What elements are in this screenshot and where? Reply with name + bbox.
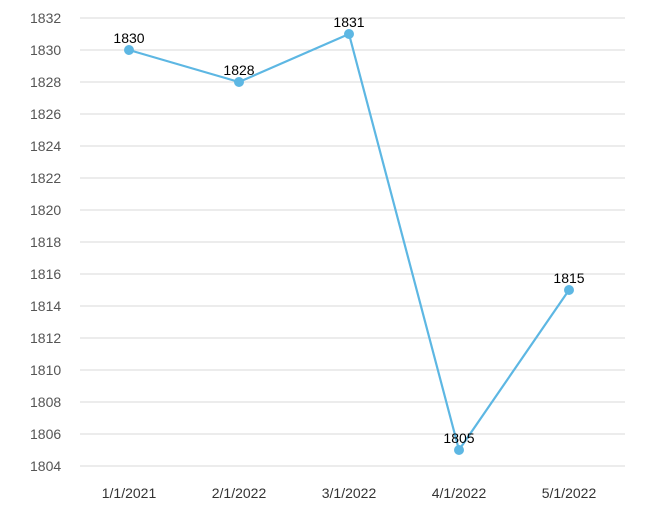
y-tick-label: 1814 [30, 298, 61, 314]
data-label: 1815 [553, 270, 584, 286]
data-point [564, 285, 574, 295]
y-tick-label: 1810 [30, 362, 61, 378]
y-tick-label: 1812 [30, 330, 61, 346]
y-tick-label: 1822 [30, 170, 61, 186]
y-tick-label: 1816 [30, 266, 61, 282]
x-tick-label: 4/1/2022 [432, 485, 487, 501]
data-point [124, 45, 134, 55]
data-point [454, 445, 464, 455]
series-layer [124, 29, 574, 455]
y-tick-label: 1830 [30, 42, 61, 58]
gridlines [80, 17, 625, 467]
data-point [344, 29, 354, 39]
x-tick-label: 3/1/2022 [322, 485, 377, 501]
y-tick-label: 1820 [30, 202, 61, 218]
data-label: 1830 [113, 30, 144, 46]
y-tick-label: 1804 [30, 458, 61, 474]
data-label: 1828 [223, 62, 254, 78]
y-tick-label: 1824 [30, 138, 61, 154]
y-axis: 1804 1806 1808 1810 1812 1814 1816 1818 1820 1822… [30, 10, 61, 474]
y-tick-label: 1818 [30, 234, 61, 250]
y-tick-label: 1806 [30, 426, 61, 442]
y-tick-label: 1826 [30, 106, 61, 122]
data-labels: 1830 1828 1831 1805 1815 [113, 14, 584, 446]
data-point [234, 77, 244, 87]
data-label: 1831 [333, 14, 364, 30]
x-tick-label: 1/1/2021 [102, 485, 157, 501]
x-tick-label: 5/1/2022 [542, 485, 597, 501]
x-axis: 1/1/2021 2/1/2022 3/1/2022 4/1/2022 5/1/2022 [102, 485, 597, 501]
y-tick-label: 1832 [30, 10, 61, 26]
y-tick-label: 1808 [30, 394, 61, 410]
data-label: 1805 [443, 430, 474, 446]
y-tick-label: 1828 [30, 74, 61, 90]
x-tick-label: 2/1/2022 [212, 485, 267, 501]
